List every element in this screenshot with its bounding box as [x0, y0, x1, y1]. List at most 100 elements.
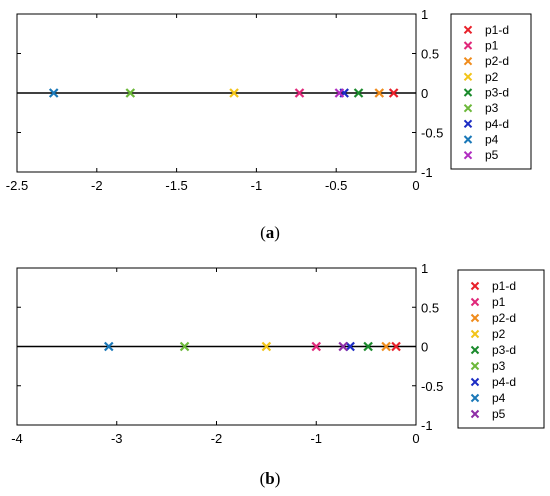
panel-caption: (a) [260, 223, 280, 242]
caption-letter: b [265, 469, 274, 488]
legend-item: p1 [463, 39, 499, 53]
legend-item: p1-d [463, 23, 509, 37]
point-p2 [261, 341, 272, 352]
legend-label: p1 [492, 295, 506, 309]
legend-marker [470, 281, 480, 291]
legend-item: p5 [463, 148, 499, 162]
caption-close: ) [274, 223, 280, 242]
legend-item: p3 [463, 101, 499, 115]
legend-label: p3 [485, 101, 499, 115]
legend-label: p2-d [492, 311, 516, 325]
x-tick-label: -0.5 [325, 178, 347, 193]
x-tick-label: -1 [251, 178, 263, 193]
legend: p1-d p1 p2-d p2 p3-d p3 p4-d p4 p5 [457, 269, 545, 429]
caption-open: ( [260, 223, 266, 242]
y-tick-label: -0.5 [421, 126, 443, 141]
legend-marker [463, 103, 473, 113]
legend-item: p2 [463, 70, 499, 84]
x-tick-label: 0 [412, 178, 419, 193]
legend-label: p1-d [492, 279, 516, 293]
y-tick-label: -1 [421, 418, 433, 433]
point-p5 [338, 341, 348, 352]
point-p1-d [391, 341, 401, 352]
legend-marker [470, 393, 480, 403]
legend-marker [470, 313, 480, 323]
legend-label: p5 [485, 148, 499, 162]
legend-item: p2 [470, 327, 506, 341]
legend-box [450, 13, 532, 170]
x-tick-label: -3 [111, 431, 123, 446]
legend-marker [463, 135, 473, 144]
point-p1 [294, 88, 305, 98]
legend-item: p1 [470, 295, 506, 309]
point-p2 [229, 88, 239, 98]
point-p4 [48, 88, 59, 98]
legend-item: p4 [463, 133, 499, 147]
legend-label: p1-d [485, 23, 509, 37]
legend-marker [463, 88, 473, 97]
legend-item: p3-d [470, 343, 516, 357]
legend-marker [470, 329, 480, 339]
point-p1-d [388, 88, 399, 98]
x-tick-label: -1 [310, 431, 322, 446]
y-tick-label: 1 [421, 7, 428, 22]
point-p3 [179, 341, 190, 352]
x-tick-label: -1.5 [165, 178, 187, 193]
point-p3-d [353, 88, 364, 98]
legend-label: p3 [492, 359, 506, 373]
caption-letter: a [266, 223, 275, 242]
legend-item: p4-d [463, 117, 509, 131]
legend-item: p3-d [463, 86, 509, 100]
legend-item: p4 [470, 391, 506, 405]
legend-marker [463, 150, 473, 160]
legend-marker [463, 56, 473, 66]
x-tick-label: -2.5 [6, 178, 28, 193]
legend-marker [470, 409, 480, 419]
legend-marker [470, 361, 480, 371]
point-p4 [103, 341, 114, 352]
x-tick-label: -4 [11, 431, 23, 446]
legend-item: p2-d [470, 311, 516, 325]
legend-marker [463, 25, 473, 35]
panel-b: -4 -3 -2 -1 010.50-0.5-1p1-dp1p2-dp2p3-dp3p4… [11, 261, 545, 488]
y-tick-label: -1 [421, 165, 433, 180]
y-tick-label: 0 [421, 340, 428, 355]
legend-marker [463, 119, 473, 129]
legend-label: p2 [485, 70, 499, 84]
legend-marker [470, 345, 480, 355]
legend-item: p5 [470, 407, 506, 421]
caption-open: ( [260, 469, 266, 488]
legend-label: p5 [492, 407, 506, 421]
legend-marker [463, 41, 473, 50]
legend-label: p3-d [492, 343, 516, 357]
panel-caption: (b) [260, 469, 281, 488]
legend-label: p4 [485, 133, 499, 147]
legend-item: p2-d [463, 54, 509, 68]
point-p2-d [381, 341, 391, 352]
point-p5 [334, 88, 345, 98]
x-tick-label: 0 [412, 431, 419, 446]
point-p2-d [374, 88, 385, 98]
x-tick-label: -2 [91, 178, 103, 193]
legend-label: p3-d [485, 86, 509, 100]
x-tick-label: -2 [211, 431, 223, 446]
legend-label: p4-d [492, 375, 516, 389]
legend-item: p1-d [470, 279, 516, 293]
legend-item: p4-d [470, 375, 516, 389]
legend-label: p4 [492, 391, 506, 405]
caption-close: ) [275, 469, 281, 488]
legend-marker [470, 297, 480, 307]
point-p4-d [345, 341, 355, 352]
legend-item: p3 [470, 359, 506, 373]
point-p3 [125, 88, 136, 98]
point-p1 [311, 341, 322, 352]
y-tick-label: 0 [421, 86, 428, 101]
legend-marker [463, 72, 473, 82]
y-tick-label: 0.5 [421, 300, 439, 315]
legend-marker [470, 377, 480, 387]
legend-label: p1 [485, 39, 499, 53]
point-p3-d [363, 341, 373, 352]
